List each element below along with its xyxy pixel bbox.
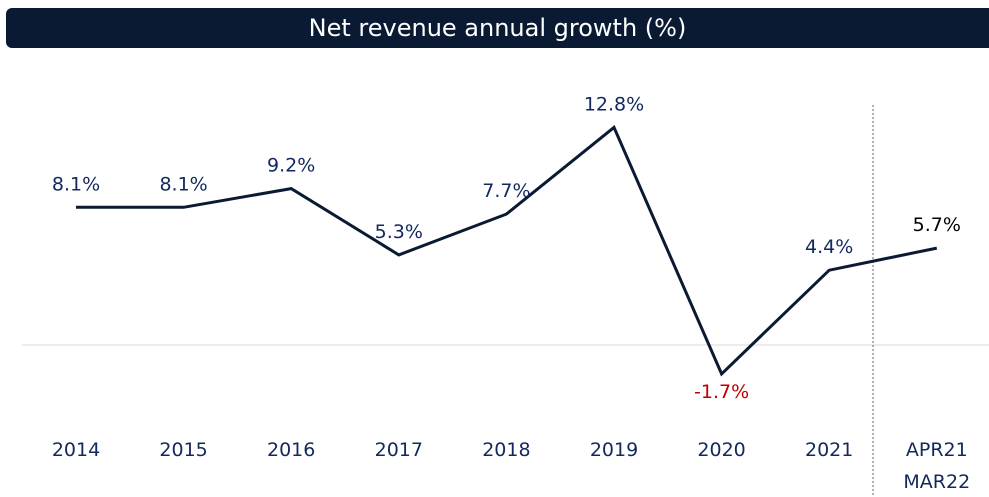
x-tick-label: 2018 (482, 439, 531, 461)
data-label: 5.3% (375, 221, 423, 243)
data-label: 8.1% (159, 173, 207, 195)
data-label: 7.7% (482, 180, 530, 202)
x-tick-label: 2016 (267, 439, 316, 461)
data-label: 12.8% (584, 93, 644, 115)
data-label: 5.7% (913, 214, 961, 236)
data-label: 9.2% (267, 155, 315, 177)
x-tick-label: 2021 (805, 439, 854, 461)
x-tick-label: APR21 MAR22 (903, 439, 971, 493)
x-tick-label: 2020 (697, 439, 746, 461)
line (76, 124, 938, 377)
data-label: -1.7% (694, 381, 749, 403)
data-label: 8.1% (52, 173, 100, 195)
data-label: 4.4% (805, 236, 853, 258)
x-tick-label: 2015 (159, 439, 208, 461)
x-tick-label: 2014 (51, 439, 101, 461)
x-tick-label: 2019 (589, 439, 639, 461)
chart-title: Net revenue annual growth (%) (6, 8, 989, 48)
x-tick-label: 2017 (374, 439, 423, 461)
